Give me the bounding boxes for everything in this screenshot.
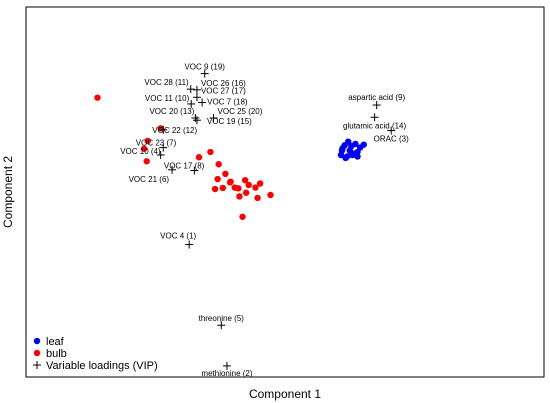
- bulb-point: [207, 148, 214, 156]
- loading-label: VOC 11 (10): [145, 94, 190, 103]
- leaf-point: [360, 141, 367, 148]
- legend-label: leaf: [46, 336, 65, 348]
- loading-marker: [187, 99, 196, 108]
- loading-label: VOC 23 (7): [136, 139, 177, 148]
- legend-marker: [33, 337, 41, 345]
- plot-frame: [25, 6, 545, 378]
- loading-label: VOC 9 (19): [184, 63, 225, 72]
- loading-label: VOC 28 (11): [144, 78, 189, 87]
- loading-marker: [372, 101, 381, 110]
- loading-label: ORAC (3): [374, 135, 409, 144]
- bulb-point: [236, 193, 243, 200]
- bulb-point: [254, 194, 261, 202]
- loading-marker: [186, 85, 195, 94]
- bulb-point: [239, 213, 246, 220]
- leaf-point: [339, 145, 346, 152]
- bulb-point: [140, 145, 148, 152]
- loading-label: VOC 7 (18): [207, 97, 248, 106]
- loading-marker: [370, 113, 379, 122]
- loading-label: VOC 4 (1): [160, 232, 196, 241]
- loading-marker: [192, 116, 201, 125]
- bulb-point: [252, 184, 259, 191]
- bulb-point: [235, 185, 242, 192]
- bulb-point: [144, 137, 151, 145]
- bulb-point: [219, 184, 227, 192]
- bulb-point: [241, 176, 249, 184]
- loading-label: VOC 17 (8): [164, 162, 205, 171]
- bulb-point: [222, 170, 229, 178]
- loading-label: threonine (5): [199, 314, 245, 323]
- loadings-layer: VOC 9 (19) VOC 28 (11) VOC 26 (16)VOC 27 (…: [120, 63, 409, 378]
- loading-marker: [190, 166, 199, 175]
- points-layer: [94, 94, 367, 220]
- loading-marker: [387, 126, 396, 135]
- legend-marker: [33, 361, 41, 369]
- loading-label: VOC 27 (17): [201, 86, 246, 95]
- legend-label: bulb: [46, 348, 67, 360]
- loading-label: VOC 26 (16): [201, 79, 246, 88]
- loading-marker: [209, 114, 218, 122]
- bulb-point: [267, 191, 274, 199]
- leaf-point: [352, 140, 359, 148]
- loading-marker: [192, 93, 201, 102]
- bulb-point: [143, 158, 150, 165]
- loading-marker: [156, 151, 165, 159]
- leaf-point: [344, 138, 352, 145]
- loading-label: aspartic acid (9): [348, 93, 405, 102]
- loading-label: VOC 20 (13): [149, 107, 194, 116]
- leaf-point: [337, 151, 345, 159]
- legend-label: Variable loadings (VIP): [46, 360, 158, 372]
- loading-marker: [222, 361, 231, 370]
- leaf-point: [346, 147, 353, 154]
- y-axis-title: Component 2: [1, 156, 15, 228]
- bulb-point: [245, 181, 252, 189]
- bulb-point: [214, 175, 221, 183]
- loading-marker: [159, 143, 168, 152]
- bulb-point: [242, 189, 250, 196]
- loading-marker: [217, 321, 226, 330]
- bulb-point: [227, 178, 234, 185]
- bulb-point: [195, 154, 203, 161]
- loading-marker: [192, 85, 201, 94]
- leaf-point: [342, 154, 349, 162]
- loading-marker: [159, 125, 168, 134]
- loading-label: glutamic acid (14): [343, 121, 406, 130]
- legend-marker: [33, 349, 41, 357]
- bulb-point: [215, 161, 222, 168]
- loading-label: VOC 21 (6): [129, 175, 170, 184]
- x-axis-title: Component 1: [249, 387, 321, 401]
- loading-label: methionine (2): [201, 369, 252, 378]
- loading-label: VOC 22 (12): [152, 126, 197, 135]
- loading-label: VOC 10 (4): [120, 147, 161, 156]
- bulb-point: [256, 180, 264, 187]
- loading-marker: [198, 98, 207, 107]
- loading-marker: [185, 240, 194, 249]
- loading-marker: [168, 165, 177, 174]
- loading-label: VOC 19 (15): [207, 117, 252, 126]
- bulb-point: [211, 185, 219, 193]
- loading-marker: [200, 69, 209, 78]
- bulb-point: [94, 94, 101, 101]
- leaf-point: [354, 153, 361, 160]
- loading-label: VOC 25 (20): [218, 107, 263, 116]
